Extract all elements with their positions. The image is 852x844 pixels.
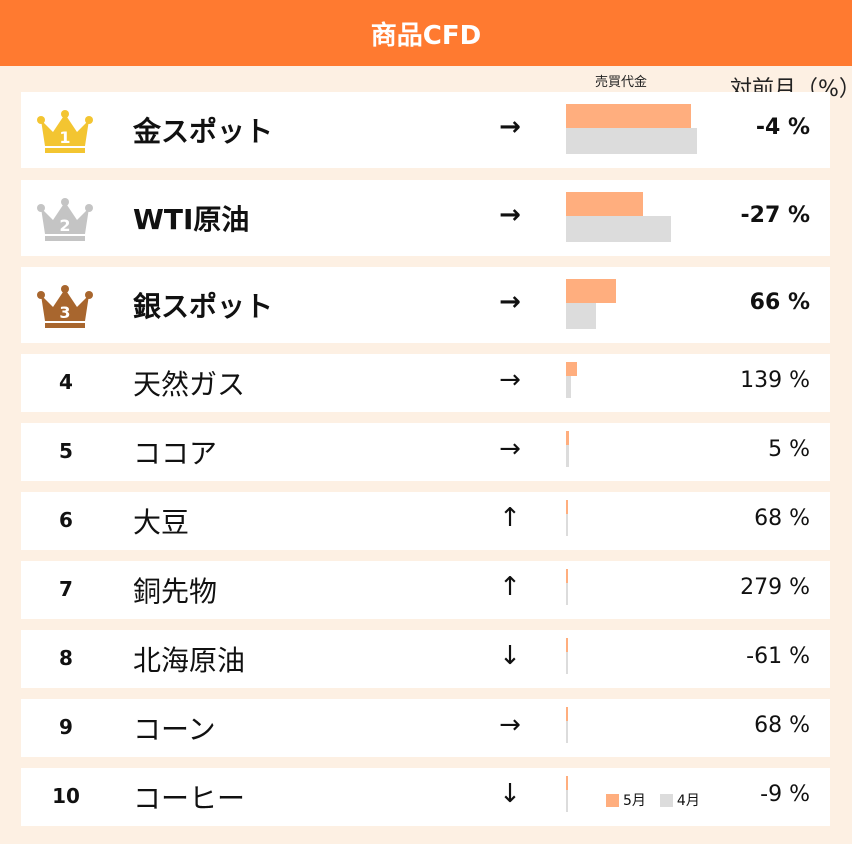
table-row: 5 ココア → 5 % (21, 423, 830, 481)
commodity-name: 天然ガス (133, 368, 246, 401)
trend-arrow-icon: → (499, 112, 521, 142)
bar-may (566, 104, 691, 128)
change-percent: 68 % (754, 506, 810, 531)
commodity-name: WTI原油 (133, 203, 250, 236)
bar-may (566, 279, 616, 303)
bar-may (566, 192, 643, 216)
table-row: 10 コーヒー ↓ -9 % (21, 768, 830, 826)
legend-label-apr: 4月 (676, 793, 700, 809)
trend-arrow-icon: ↑ (499, 572, 521, 602)
commodity-name: 大豆 (133, 506, 190, 539)
crown-rank-number: 3 (59, 303, 70, 322)
change-percent: 5 % (768, 437, 810, 462)
legend-label-may: 5月 (623, 793, 646, 809)
crown-rank-number: 1 (59, 128, 70, 147)
trend-arrow-icon: → (499, 287, 521, 317)
trend-arrow-icon: → (499, 365, 521, 395)
crown-rank-number: 2 (59, 216, 70, 235)
bar-apr (566, 445, 569, 467)
change-percent: -9 % (760, 782, 810, 807)
bar-apr (566, 790, 568, 812)
table-row: 6 大豆 ↑ 68 % (21, 492, 830, 550)
bar-apr (566, 652, 568, 674)
trend-arrow-icon: → (499, 434, 521, 464)
change-percent: -27 % (740, 203, 810, 228)
trend-arrow-icon: ↓ (499, 779, 521, 809)
column-header-volume: 売買代金 (595, 75, 648, 90)
page-title: 商品CFD (370, 20, 482, 51)
trend-arrow-icon: ↑ (499, 503, 521, 533)
crown-icon: 2 (37, 198, 93, 241)
commodity-name: 銅先物 (133, 575, 218, 608)
commodity-name: コーン (133, 713, 216, 746)
crown-icon: 3 (37, 285, 93, 328)
table-row: 8 北海原油 ↓ -61 % (21, 630, 830, 688)
crown-icon: 1 (37, 110, 93, 153)
rank-number: 8 (59, 646, 73, 670)
table-row: 7 銅先物 ↑ 279 % (21, 561, 830, 619)
bar-apr (566, 128, 697, 154)
change-percent: 279 % (740, 575, 810, 600)
bar-apr (566, 216, 671, 242)
header-bar: 商品CFD (0, 0, 852, 66)
commodity-name: 金スポット (133, 115, 274, 148)
rank-number: 10 (52, 784, 80, 808)
bar-apr (566, 514, 568, 536)
commodity-name: ココア (133, 437, 218, 470)
bar-may (566, 776, 568, 790)
trend-arrow-icon: → (499, 710, 521, 740)
commodity-name: 銀スポット (133, 290, 274, 323)
rank-number: 5 (59, 439, 73, 463)
bar-apr (566, 376, 571, 398)
change-percent: -61 % (746, 644, 810, 669)
commodity-name: コーヒー (133, 782, 246, 815)
rank-number: 4 (59, 370, 73, 394)
rank-number: 9 (59, 715, 73, 739)
change-percent: 68 % (754, 713, 810, 738)
bar-apr (566, 303, 596, 329)
trend-arrow-icon: → (499, 200, 521, 230)
rank-number: 6 (59, 508, 73, 532)
legend-swatch-apr (659, 793, 673, 807)
bar-may (566, 638, 568, 652)
change-percent: -4 % (755, 115, 810, 140)
legend: 5月 4月 (606, 790, 700, 810)
bar-may (566, 362, 577, 376)
change-percent: 139 % (740, 368, 810, 393)
bar-apr (566, 583, 568, 605)
table-row: 3 銀スポット → 66 % (21, 267, 830, 343)
bar-may (566, 569, 568, 583)
table-row: 9 コーン → 68 % (21, 699, 830, 757)
table-row: 1 金スポット → -4 % (21, 92, 830, 168)
bar-may (566, 500, 568, 514)
bar-may (566, 431, 569, 445)
commodity-name: 北海原油 (133, 644, 246, 677)
table-row: 4 天然ガス → 139 % (21, 354, 830, 412)
bar-apr (566, 721, 568, 743)
rank-number: 7 (59, 577, 73, 601)
legend-swatch-may (606, 793, 619, 807)
bar-may (566, 707, 568, 721)
change-percent: 66 % (749, 290, 810, 315)
table-row: 2 WTI原油 → -27 % (21, 180, 830, 256)
trend-arrow-icon: ↓ (499, 641, 521, 671)
